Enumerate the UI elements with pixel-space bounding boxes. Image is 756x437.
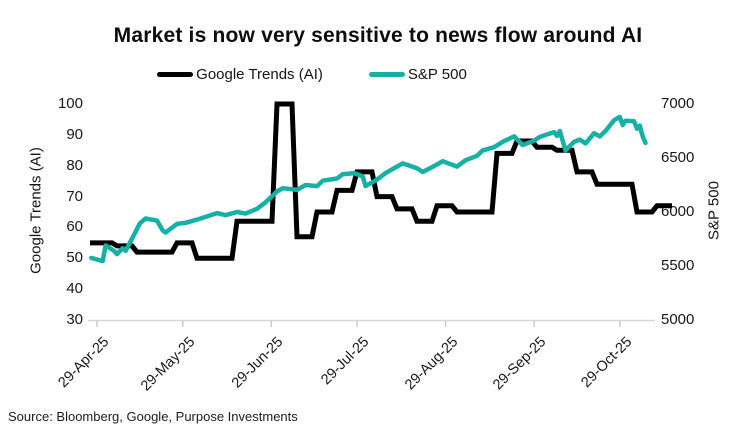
left-axis-tick-label: 30 (66, 311, 83, 328)
left-axis-tick-label: 80 (66, 156, 83, 174)
sp500-line-swatch (368, 72, 405, 77)
left-axis-tick-label: 90 (66, 125, 83, 143)
google-trends-line (90, 101, 672, 261)
right-axis-tick-label: 5500 (661, 257, 695, 274)
right-axis-tick-label: 5000 (661, 311, 695, 328)
right-axis-tick-label: 7000 (661, 95, 695, 112)
right-axis-tick-label: 6500 (661, 149, 695, 166)
legend-label-google-trends: Google Trends (AI) (196, 66, 323, 83)
left-axis-tick-label: 60 (66, 218, 83, 236)
left-axis-tick-label: 100 (57, 95, 83, 112)
left-axis-tick-label: 40 (66, 280, 83, 298)
legend-label-sp500: S&P 500 (407, 66, 467, 83)
chart-title: Market is now very sensitive to news flo… (113, 24, 643, 47)
left-axis-tick-label: 70 (66, 187, 83, 205)
sp500-line (89, 114, 648, 264)
source-note: Source: Bloomberg, Google, Purpose Inves… (8, 409, 298, 424)
google-trends-line-swatch (157, 72, 194, 77)
legend-item-google-trends: Google Trends (AI) (157, 66, 323, 83)
legend: Google Trends (AI) S&P 500 (0, 66, 690, 83)
left-axis-tick-label: 50 (66, 249, 83, 267)
legend-item-sp500: S&P 500 (368, 66, 467, 83)
